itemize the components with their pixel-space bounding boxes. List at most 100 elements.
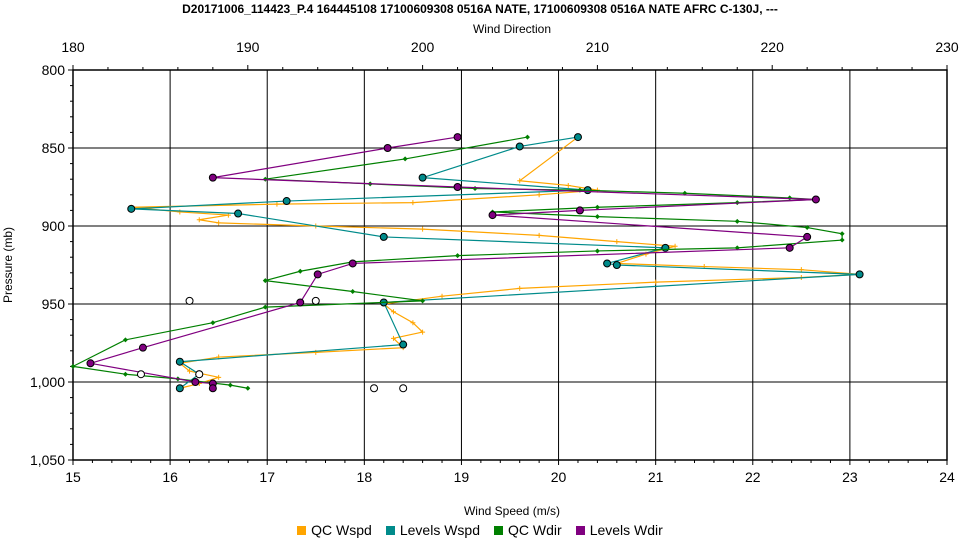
data-point (612, 261, 621, 269)
data-point (455, 253, 461, 259)
data-point (488, 211, 497, 220)
data-point (370, 384, 379, 393)
data-point (672, 243, 678, 249)
x-tick-label: 19 (454, 469, 470, 485)
data-point (379, 232, 388, 241)
legend-swatch (575, 525, 585, 535)
data-point (439, 293, 445, 299)
x-tick-label: 24 (939, 469, 955, 485)
data-point (282, 197, 291, 206)
data-point (515, 142, 524, 151)
data-point (191, 378, 200, 386)
legend-label: QC Wspd (311, 522, 372, 538)
x-tick-label: 23 (842, 469, 858, 485)
left-axis-title: Pressure (mb) (1, 227, 15, 303)
axis-ticks: 15 16 17 18 19 20 21 22 23 24 180 190 200 210 220 230 80… (30, 39, 959, 485)
x-tick-label: 21 (648, 469, 664, 485)
legend-item: Levels Wdir (575, 522, 663, 538)
y-tick-label: 1,000 (30, 374, 65, 390)
data-point (614, 239, 620, 245)
data-point (536, 232, 542, 238)
data-point (210, 320, 216, 326)
legend-label: QC Wdir (508, 522, 562, 538)
data-point (127, 204, 136, 213)
legend-item: Levels Wspd (385, 522, 481, 538)
data-point (136, 370, 145, 379)
data-point (524, 134, 530, 140)
data-point (410, 320, 416, 326)
series (70, 134, 845, 391)
legend-label: Levels Wspd (399, 522, 481, 538)
y-tick-label: 950 (42, 296, 66, 312)
data-point (122, 337, 128, 343)
x-tick-label: 15 (65, 469, 81, 485)
data-point (594, 204, 600, 210)
data-point (575, 206, 584, 215)
data-point (402, 156, 408, 162)
data-point (175, 384, 184, 393)
data-point (187, 368, 193, 374)
legend-swatch (297, 525, 307, 535)
data-point (296, 298, 305, 307)
y-tick-label: 800 (42, 62, 66, 78)
data-point (517, 178, 523, 184)
data-point (420, 226, 426, 232)
data-point (603, 259, 612, 268)
legend-item: QC Wspd (297, 522, 372, 538)
data-point (216, 220, 222, 226)
data-point (262, 278, 268, 284)
data-point (420, 329, 426, 335)
x2-tick-label: 210 (586, 39, 610, 55)
data-point (208, 384, 217, 393)
x-tick-label: 16 (162, 469, 178, 485)
data-point (70, 363, 76, 369)
legend-swatch (494, 525, 504, 535)
data-point (274, 201, 280, 207)
grid-lines (73, 70, 947, 460)
data-point (734, 218, 740, 224)
data-point (350, 289, 356, 295)
chart-title: D20171006_114423_P.4 164445108 171006093… (182, 2, 778, 16)
series (86, 133, 820, 393)
y-tick-label: 1,050 (30, 452, 65, 468)
x2-tick-label: 220 (761, 39, 785, 55)
data-point (565, 182, 571, 188)
legend: QC Wspd Levels Wspd QC Wdir Levels Wdir (0, 522, 960, 538)
x2-tick-label: 200 (411, 39, 435, 55)
data-point (208, 173, 217, 182)
x2-tick-label: 190 (236, 39, 260, 55)
data-point (234, 209, 243, 218)
data-point (811, 195, 820, 204)
data-point (348, 259, 357, 268)
data-point (383, 144, 392, 152)
data-point (216, 374, 222, 380)
chart: 15 16 17 18 19 20 21 22 23 24 180 190 200 210 220 230 80… (1, 22, 959, 518)
x2-tick-label: 180 (61, 39, 85, 55)
legend-item: QC Wdir (494, 522, 562, 538)
data-point (839, 237, 845, 243)
data-point (803, 232, 812, 241)
data-point (297, 268, 303, 274)
data-point (262, 304, 268, 310)
legend-swatch (385, 525, 395, 535)
data-point (594, 214, 600, 220)
data-point (855, 270, 864, 279)
data-point (399, 340, 408, 349)
data-point (311, 296, 320, 305)
data-point (245, 385, 251, 391)
series (136, 296, 408, 393)
data-point (399, 384, 408, 393)
x-tick-label: 20 (551, 469, 567, 485)
data-point (410, 200, 416, 206)
data-point (653, 279, 659, 285)
data-point (313, 270, 322, 279)
legend-label: Levels Wdir (589, 522, 663, 538)
top-axis-title: Wind Direction (473, 22, 551, 36)
x-tick-label: 22 (745, 469, 761, 485)
plot-area (72, 69, 948, 461)
data-point (227, 382, 233, 388)
data-point (86, 359, 95, 368)
data-point (420, 298, 426, 304)
data-point (185, 296, 194, 305)
data-point (177, 209, 183, 215)
